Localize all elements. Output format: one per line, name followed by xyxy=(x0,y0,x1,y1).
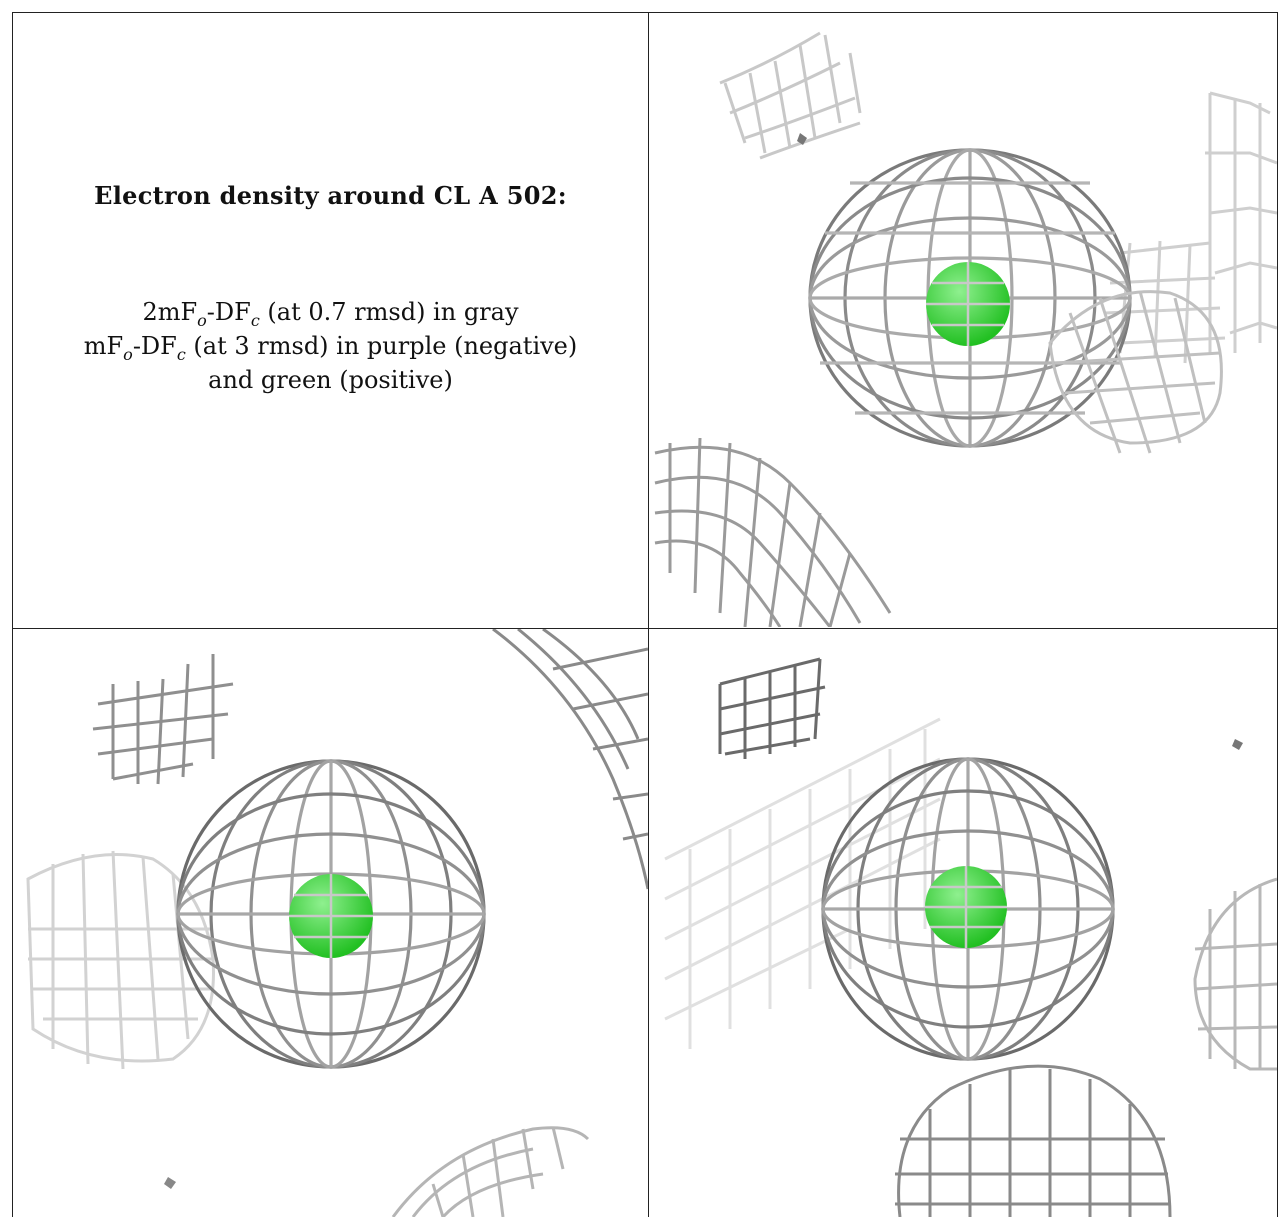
mesh-blob-small xyxy=(797,133,807,145)
figure-title: Electron density around CL A 502: xyxy=(94,181,567,210)
density-render-top-right xyxy=(654,31,1277,627)
density-render-bottom-right xyxy=(664,657,1277,1217)
view-top-right xyxy=(650,13,1277,627)
mesh-fragment-upper-right xyxy=(492,629,648,890)
mesh-fragment-upper xyxy=(719,31,862,160)
density-render-bottom-left xyxy=(26,629,648,1217)
mesh-over-atom xyxy=(289,874,373,958)
view-bottom-right xyxy=(650,629,1277,1217)
mesh-cage-lower xyxy=(895,1064,1172,1217)
legend-line-2fo-fc: 2mFo-DFc (at 0.7 rmsd) in gray xyxy=(142,298,519,330)
mesh-fragment-lower-left xyxy=(654,437,892,627)
mesh-over-atom xyxy=(926,262,1010,346)
mesh-over-atom xyxy=(925,866,1007,948)
mesh-fragment-left xyxy=(26,850,218,1070)
mesh-fragment-lower-right xyxy=(391,1126,590,1217)
legend-line-fo-fc: mFo-DFc (at 3 rmsd) in purple (negative) xyxy=(83,332,578,364)
mesh-blob-small xyxy=(164,1177,176,1189)
caption-cell: Electron density around CL A 502: 2mFo-D… xyxy=(13,13,648,628)
mesh-fragment-right xyxy=(1104,91,1277,364)
mesh-cage-adjacent xyxy=(1048,290,1223,454)
mesh-fragment-right xyxy=(1193,877,1277,1071)
grid-divider-horizontal xyxy=(12,628,1278,629)
legend-line-positive: and green (positive) xyxy=(208,366,453,394)
mesh-blob-small xyxy=(1232,739,1243,750)
view-bottom-left xyxy=(13,629,648,1217)
mesh-fragment-upper-left xyxy=(92,654,234,785)
mesh-fragment-upper-left xyxy=(718,657,826,759)
mesh-fragment-faint xyxy=(664,717,941,1049)
grid-divider-vertical xyxy=(648,12,649,1217)
legend-text: 2mFo-DFc (at 0.7 rmsd) in gray mFo-DFc (… xyxy=(13,295,648,397)
figure-grid xyxy=(12,12,1278,1217)
